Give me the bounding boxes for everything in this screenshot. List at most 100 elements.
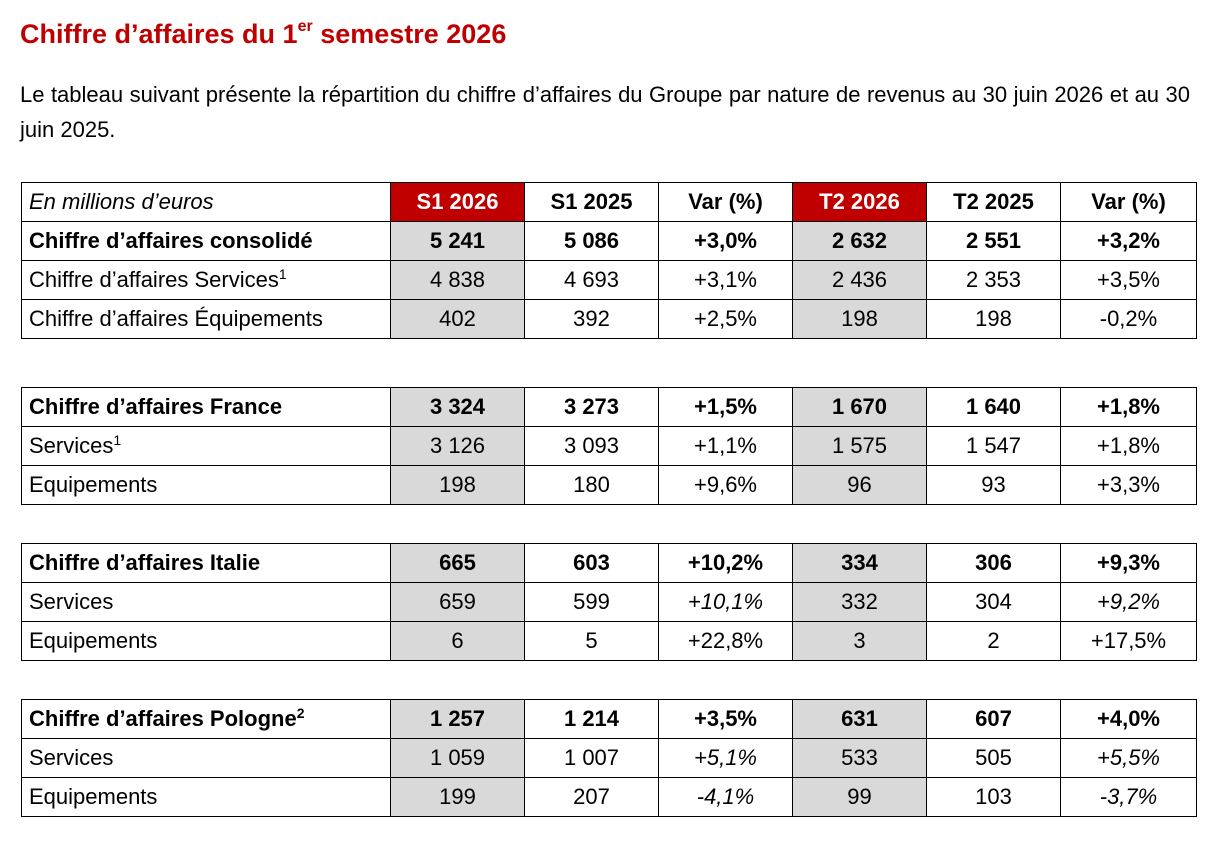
table-row: Chiffre d’affaires consolidé 5 241 5 086… [21, 221, 1197, 261]
row-label: Equipements [21, 465, 391, 505]
cell-value: 96 [792, 465, 927, 505]
cell-value: +9,3% [1060, 543, 1197, 583]
cell-value: 1 059 [390, 738, 525, 778]
header-row: En millions d’euros S1 2026 S1 2025 Var … [21, 182, 1197, 222]
cell-value: +3,5% [658, 699, 793, 739]
title-superscript: er [297, 18, 313, 35]
cell-value: 392 [524, 299, 659, 339]
row-label: Chiffre d’affaires consolidé [21, 221, 391, 261]
cell-value: 603 [524, 543, 659, 583]
header-s1-2026: S1 2026 [390, 182, 525, 222]
cell-value: 332 [792, 582, 927, 622]
header-t2-2026: T2 2026 [792, 182, 927, 222]
cell-value: 1 257 [390, 699, 525, 739]
header-t2-2025: T2 2025 [926, 182, 1061, 222]
header-var-t2: Var (%) [1060, 182, 1197, 222]
cell-value: 3 093 [524, 426, 659, 466]
cell-value: 198 [390, 465, 525, 505]
cell-value: +1,8% [1060, 426, 1197, 466]
row-label: Chiffre d’affaires Pologne2 [21, 699, 391, 739]
table-row: Equipements 199 207 -4,1% 99 103 -3,7% [21, 777, 1197, 817]
cell-value: 533 [792, 738, 927, 778]
cell-value: +17,5% [1060, 621, 1197, 661]
cell-value: 599 [524, 582, 659, 622]
cell-value: 2 [926, 621, 1061, 661]
cell-value: +1,5% [658, 387, 793, 427]
revenue-table-pologne: Chiffre d’affaires Pologne2 1 257 1 214 … [21, 699, 1197, 817]
table-row: Services 1 059 1 007 +5,1% 533 505 +5,5% [21, 738, 1197, 778]
cell-value: 2 436 [792, 260, 927, 300]
revenue-table-consolidated: En millions d’euros S1 2026 S1 2025 Var … [21, 182, 1197, 339]
cell-value: 402 [390, 299, 525, 339]
cell-value: +1,1% [658, 426, 793, 466]
cell-value: +10,1% [658, 582, 793, 622]
cell-value: -0,2% [1060, 299, 1197, 339]
cell-value: 198 [926, 299, 1061, 339]
cell-value: 3 126 [390, 426, 525, 466]
cell-value: 1 007 [524, 738, 659, 778]
footnote-marker: 1 [278, 266, 287, 282]
cell-value: 334 [792, 543, 927, 583]
cell-value: 607 [926, 699, 1061, 739]
cell-value: +3,5% [1060, 260, 1197, 300]
row-label: Chiffre d’affaires France [21, 387, 391, 427]
intro-paragraph: Le tableau suivant présente la répartiti… [20, 82, 1190, 142]
cell-value: 4 838 [390, 260, 525, 300]
cell-value: 1 214 [524, 699, 659, 739]
row-label: Services1 [21, 426, 391, 466]
table-row: Equipements 198 180 +9,6% 96 93 +3,3% [21, 465, 1197, 505]
header-s1-2025: S1 2025 [524, 182, 659, 222]
cell-value: +9,2% [1060, 582, 1197, 622]
cell-value: 505 [926, 738, 1061, 778]
cell-value: 103 [926, 777, 1061, 817]
page-title: Chiffre d’affaires du 1er semestre 2026 [20, 18, 507, 50]
cell-value: 665 [390, 543, 525, 583]
cell-value: 99 [792, 777, 927, 817]
cell-value: 1 547 [926, 426, 1061, 466]
cell-value: 2 551 [926, 221, 1061, 261]
cell-value: +2,5% [658, 299, 793, 339]
cell-value: 207 [524, 777, 659, 817]
table-row: Chiffre d’affaires Services1 4 838 4 693… [21, 260, 1197, 300]
row-label: Equipements [21, 777, 391, 817]
table-row: Chiffre d’affaires Équipements 402 392 +… [21, 299, 1197, 339]
cell-value: 180 [524, 465, 659, 505]
cell-value: +5,5% [1060, 738, 1197, 778]
cell-value: +3,0% [658, 221, 793, 261]
row-label: Chiffre d’affaires Italie [21, 543, 391, 583]
cell-value: -4,1% [658, 777, 793, 817]
header-var-s1: Var (%) [658, 182, 793, 222]
table-row: Services 659 599 +10,1% 332 304 +9,2% [21, 582, 1197, 622]
cell-value: 1 575 [792, 426, 927, 466]
header-unit-label: En millions d’euros [21, 182, 391, 222]
cell-value: 1 670 [792, 387, 927, 427]
cell-value: 4 693 [524, 260, 659, 300]
cell-value: 3 324 [390, 387, 525, 427]
cell-value: 2 632 [792, 221, 927, 261]
cell-value: 3 273 [524, 387, 659, 427]
table-row: Chiffre d’affaires Pologne2 1 257 1 214 … [21, 699, 1197, 739]
row-label: Services [21, 582, 391, 622]
cell-value: +4,0% [1060, 699, 1197, 739]
cell-value: +22,8% [658, 621, 793, 661]
cell-value: 2 353 [926, 260, 1061, 300]
cell-value: +10,2% [658, 543, 793, 583]
cell-value: 5 086 [524, 221, 659, 261]
cell-value: +3,2% [1060, 221, 1197, 261]
cell-value: +9,6% [658, 465, 793, 505]
table-row: Equipements 6 5 +22,8% 3 2 +17,5% [21, 621, 1197, 661]
table-row: Services1 3 126 3 093 +1,1% 1 575 1 547 … [21, 426, 1197, 466]
cell-value: 198 [792, 299, 927, 339]
cell-value: 3 [792, 621, 927, 661]
footnote-marker: 2 [296, 705, 305, 721]
cell-value: 659 [390, 582, 525, 622]
cell-value: -3,7% [1060, 777, 1197, 817]
cell-value: 5 241 [390, 221, 525, 261]
cell-value: +3,3% [1060, 465, 1197, 505]
cell-value: +3,1% [658, 260, 793, 300]
cell-value: 6 [390, 621, 525, 661]
row-label: Equipements [21, 621, 391, 661]
row-label: Chiffre d’affaires Équipements [21, 299, 391, 339]
cell-value: 304 [926, 582, 1061, 622]
row-label: Services [21, 738, 391, 778]
